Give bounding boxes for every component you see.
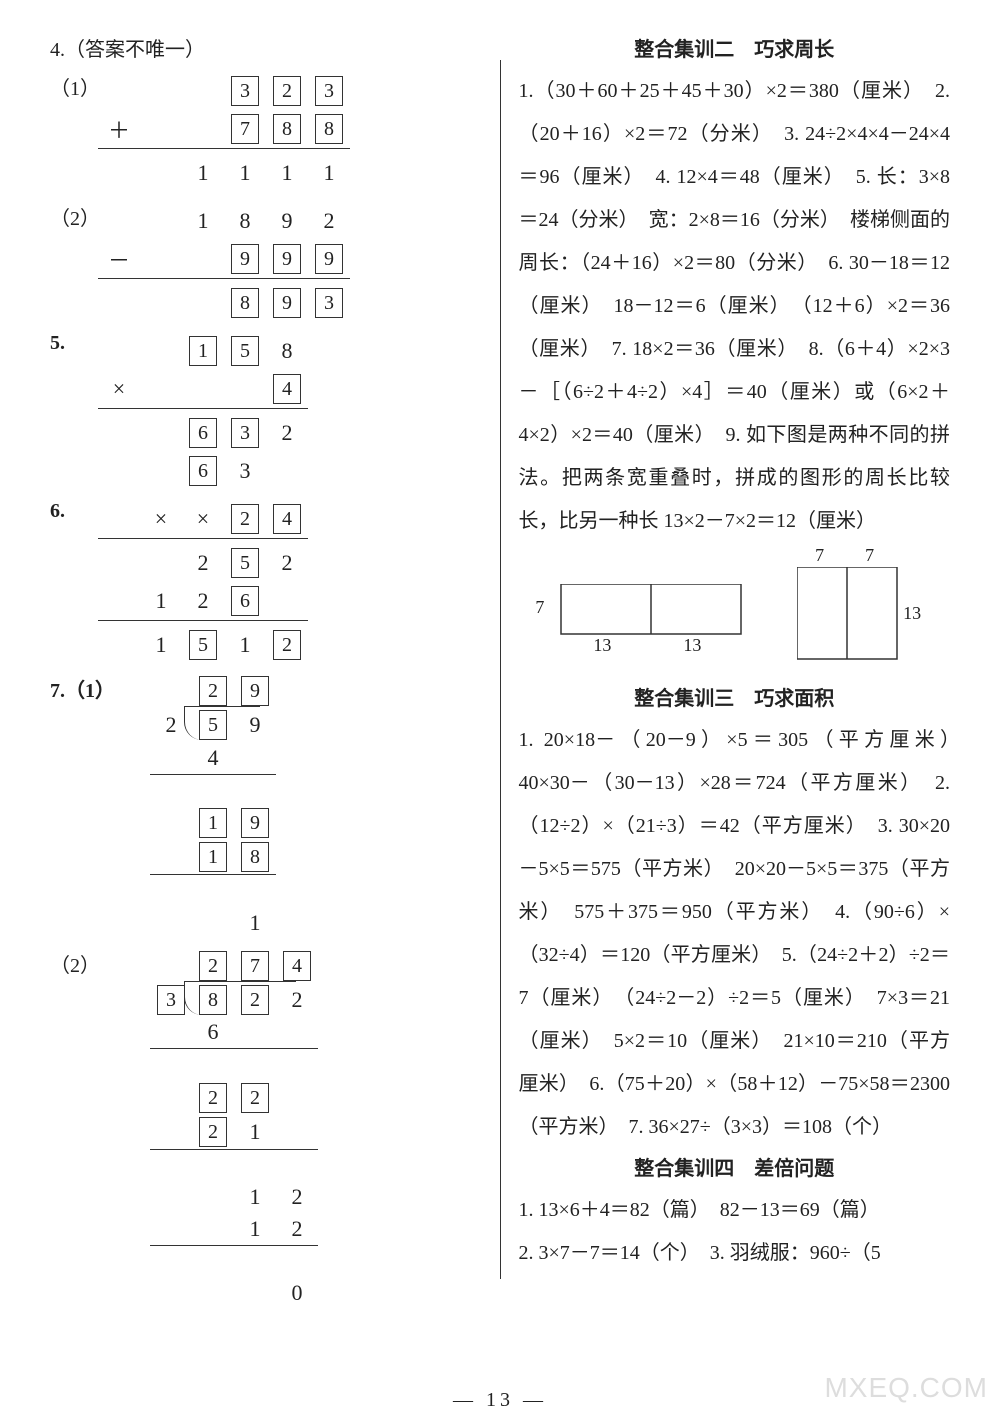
body-section-4a: 1. 13×6＋4＝82（篇） 82－13＝69（篇） — [519, 1189, 951, 1232]
body-section-4b: 2. 3×7－7＝14（个） 3. 羽绒服：960÷（5 — [519, 1232, 951, 1275]
title-section-2: 整合集训二 巧求周长 — [519, 30, 951, 70]
fig-b-13: 13 — [903, 603, 921, 624]
fig-a-13-2: 13 — [683, 635, 701, 656]
q6: 6. ××242521261512 — [50, 500, 482, 664]
fig-b-7-1: 7 — [815, 545, 824, 566]
body-section-2: 1.（30＋60＋25＋45＋30）×2＝380（厘米） 2.（20＋16）×2… — [519, 70, 951, 543]
q4-1: （1） 323＋7881111 — [50, 72, 482, 192]
q4-1-label: （1） — [50, 72, 98, 192]
q4-header: 4.（答案不唯一） — [50, 30, 482, 70]
perimeter-figures: 7 13 13 7 7 13 — [519, 549, 951, 669]
q7-1-label: 7.（1） — [50, 674, 120, 703]
fig-b-7-2: 7 — [865, 545, 874, 566]
fig-a-7: 7 — [535, 597, 544, 618]
figure-a: 7 13 13 — [541, 569, 741, 649]
q5-label: 5. — [50, 332, 98, 490]
title-section-4: 整合集训四 差倍问题 — [519, 1149, 951, 1189]
right-column: 整合集训二 巧求周长 1.（30＋60＋25＋45＋30）×2＝380（厘米） … — [501, 30, 961, 1319]
page-number: — 13 — — [0, 1379, 1000, 1412]
fig-a-13-1: 13 — [593, 635, 611, 656]
left-column: 4.（答案不唯一） （1） 323＋7881111 （2） 1892－99989… — [40, 30, 500, 1319]
q7-2: （2） 27438226222112120 — [50, 949, 482, 1310]
q4-2: （2） 1892－999893 — [50, 202, 482, 322]
q4-2-label: （2） — [50, 202, 98, 322]
body-section-3: 1. 20×18－（20－9）×5＝305（平方厘米） 40×30－（30－13… — [519, 719, 951, 1149]
q6-label: 6. — [50, 500, 98, 664]
q7-1: 7.（1） 29259419181 — [50, 674, 482, 939]
figure-b: 7 7 13 — [787, 549, 927, 669]
q5: 5. 158×463263 — [50, 332, 482, 490]
q7-2-label: （2） — [50, 949, 120, 978]
